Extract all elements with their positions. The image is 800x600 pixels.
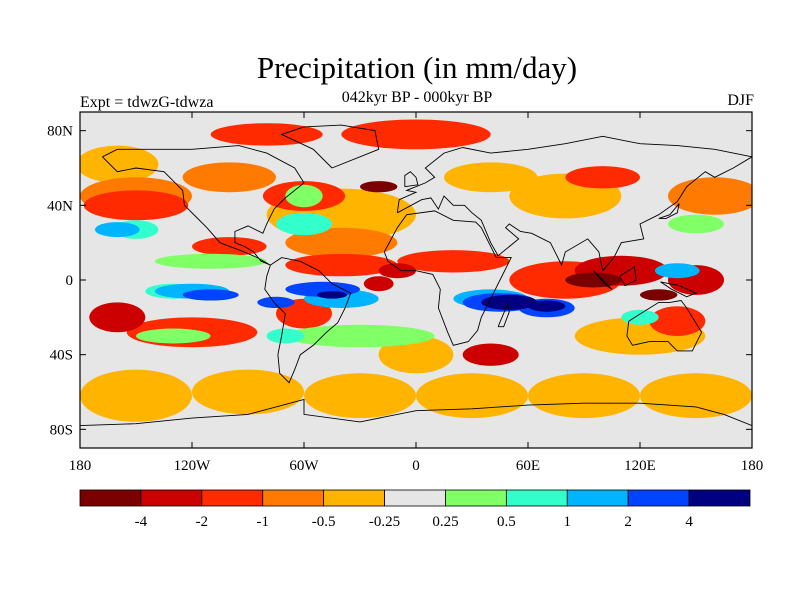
coastline-segment [619,266,637,287]
coastline-segment [592,270,613,290]
colorbar-level-label: 0.25 [432,514,458,530]
coastline-segment [383,210,512,346]
anomaly-region [266,328,304,344]
colorbar-level-label: -1 [256,514,269,530]
coastline-segment [626,300,703,352]
anomaly-region [285,324,435,348]
colorbar-swatch [384,489,446,507]
anomaly-region [136,328,211,344]
anomaly-region [182,162,276,193]
colorbar-swatch [566,489,629,507]
anomaly-region [80,145,159,183]
anomaly-region [154,253,267,269]
colorbar-level-label: -0.5 [312,514,336,530]
colorbar-swatch [201,489,264,507]
precipitation-anomaly-field [80,119,752,422]
lon-tick-label: 120W [174,458,212,474]
colorbar-swatch [688,489,751,507]
coastline-segment [658,203,680,219]
anomaly-region [285,184,323,208]
anomaly-region [444,162,538,193]
anomaly-region [89,302,146,333]
anomaly-region [649,306,706,336]
map-axes: 180 120W 60W 0 60E 120E 180 80N 40N 0 40S 80S [47,112,763,474]
anomaly-region [317,291,347,299]
anomaly-region [192,369,304,415]
coastline-segment [404,171,419,188]
colorbar-swatch [140,489,203,507]
anomaly-region [182,289,239,301]
colorbar-swatch [262,489,325,507]
anomaly-region [285,227,398,258]
colorbar-level-label: 0.5 [497,514,516,530]
colorbar-swatch [627,489,690,507]
coastline-segment [80,398,752,427]
colorbar-level-label: -4 [135,514,148,530]
lat-tick-label: 40S [50,348,73,364]
anomaly-region [378,263,416,279]
colorbar-swatch [445,489,507,507]
anomaly-region [80,369,192,422]
anomaly-region [360,181,398,193]
colorbar-swatch [79,489,142,507]
anomaly-region [481,294,538,310]
lon-tick-label: 60E [516,458,540,474]
anomaly-region [654,263,700,279]
colorbar-level-label: 2 [624,514,632,530]
anomaly-region [83,190,189,221]
coastline-segment [396,135,752,272]
colorbar-swatch [323,489,385,507]
colorbar: -4 -2 -1 -0.5 -0.25 0.25 0.5 1 2 4 [79,489,751,530]
lon-tick-label: 60W [289,458,319,474]
anomaly-region [528,300,566,312]
lat-tick-label: 80S [50,422,73,438]
anomaly-region [210,123,323,146]
plot-title: Precipitation (in mm/day) [256,50,578,85]
anomaly-region [565,166,640,189]
anomaly-region [94,222,140,238]
colorbar-level-label: 1 [564,514,572,530]
anomaly-region [285,253,398,277]
anomaly-region [397,250,510,273]
anomaly-region [416,373,528,419]
anomaly-region [257,296,295,308]
anomaly-region [276,298,332,329]
map-plot-area [80,112,752,448]
anomaly-region [363,276,394,292]
lon-tick-label: 180 [741,458,764,474]
coastline-segment [660,281,698,298]
anomaly-region [668,214,724,234]
anomaly-region [528,373,640,419]
anomaly-region [668,177,752,215]
coastline-segment [497,302,510,328]
anomaly-region [276,212,332,236]
lat-tick-label: 80N [47,124,73,140]
lat-tick-label: 40N [47,198,73,214]
anomaly-region [565,272,622,288]
colorbar-level-label: -0.25 [369,514,400,530]
coastline-segment [264,257,352,384]
season-label: DJF [727,92,754,109]
lat-tick-label: 0 [66,273,74,289]
experiment-label: Expt = tdwzG-tdwza [80,94,214,111]
coastline-segment [102,145,305,266]
colorbar-swatch [505,489,568,507]
anomaly-region [341,119,491,150]
plot-subtitle: 042kyr BP - 000kyr BP [341,89,493,106]
anomaly-region [462,343,519,366]
anomaly-region [621,309,659,325]
coastline-segment [280,124,380,169]
colorbar-level-label: -2 [196,514,209,530]
anomaly-region [640,373,752,419]
coastlines [80,124,752,427]
lon-tick-label: 0 [412,458,420,474]
anomaly-region [640,289,678,301]
colorbar-level-label: 4 [685,514,693,530]
lon-tick-label: 120E [624,458,656,474]
lon-tick-label: 180 [69,458,92,474]
anomaly-region [304,373,416,419]
